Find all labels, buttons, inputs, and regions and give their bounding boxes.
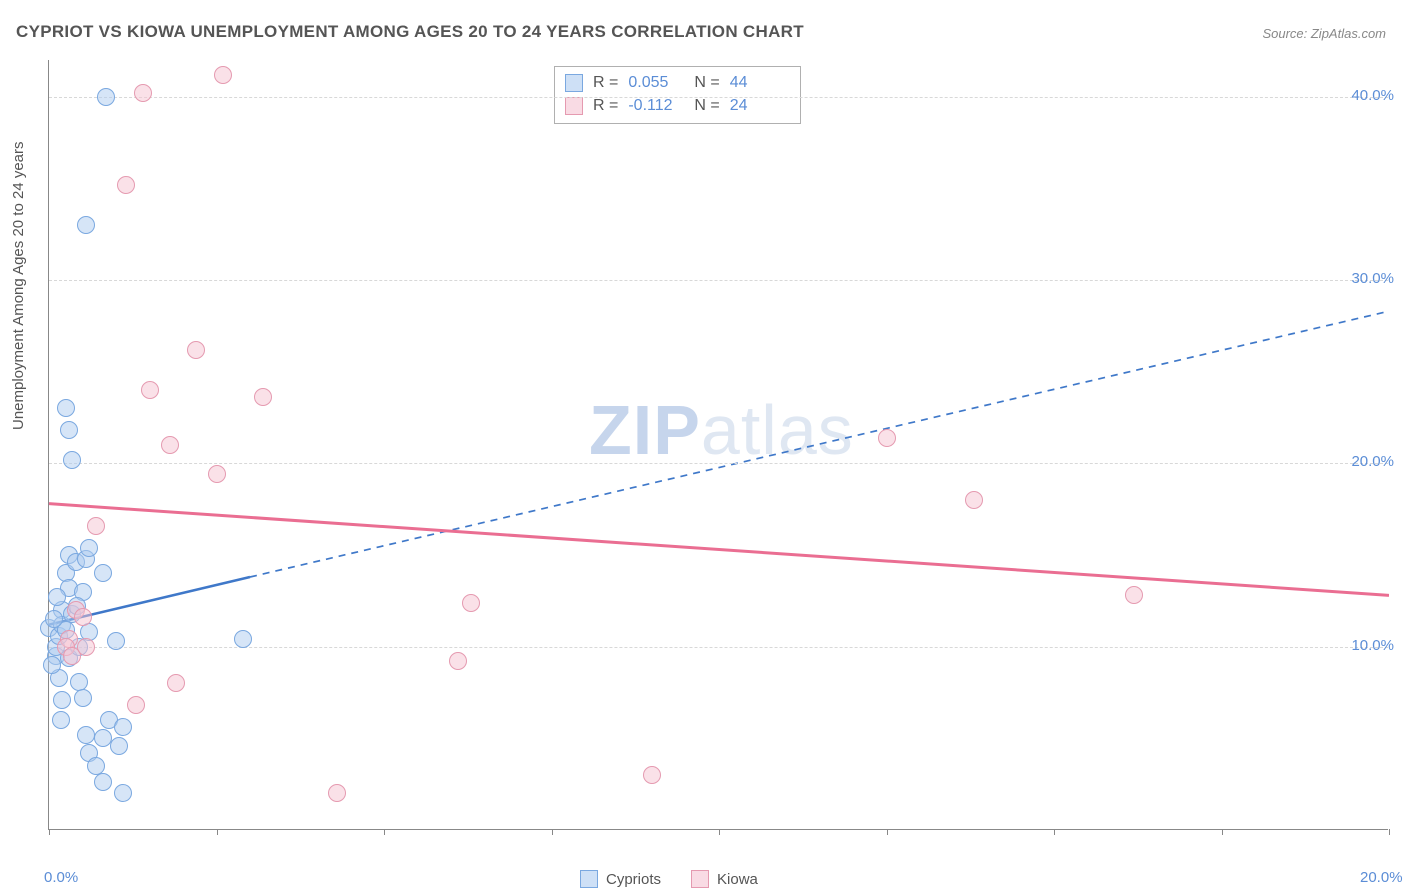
watermark: ZIPatlas [589, 390, 854, 470]
data-point [87, 757, 105, 775]
trend-lines [49, 60, 1389, 830]
source-label: Source: ZipAtlas.com [1262, 26, 1386, 41]
data-point [74, 608, 92, 626]
chart-title: CYPRIOT VS KIOWA UNEMPLOYMENT AMONG AGES… [16, 22, 804, 42]
x-tick [1389, 829, 1390, 835]
swatch-kiowa-icon [691, 870, 709, 888]
data-point [114, 784, 132, 802]
data-point [208, 465, 226, 483]
data-point [74, 689, 92, 707]
y-tick-label: 20.0% [1351, 453, 1394, 470]
stats-row-cypriots: R = 0.055 N = 44 [565, 71, 786, 94]
n-value-kiowa: 24 [730, 94, 786, 117]
swatch-cypriots [565, 74, 583, 92]
legend: Cypriots Kiowa [580, 870, 758, 888]
y-tick-label: 10.0% [1351, 637, 1394, 654]
data-point [63, 451, 81, 469]
x-tick [217, 829, 218, 835]
gridline [49, 647, 1388, 648]
data-point [254, 388, 272, 406]
gridline [49, 280, 1388, 281]
legend-label-kiowa: Kiowa [717, 871, 758, 888]
data-point [52, 711, 70, 729]
x-tick [384, 829, 385, 835]
data-point [53, 691, 71, 709]
data-point [57, 399, 75, 417]
data-point [110, 737, 128, 755]
r-value-kiowa: -0.112 [628, 94, 684, 117]
watermark-atlas: atlas [701, 391, 854, 469]
x-tick-label: 20.0% [1360, 869, 1403, 886]
data-point [141, 381, 159, 399]
data-point [214, 66, 232, 84]
stats-row-kiowa: R = -0.112 N = 24 [565, 94, 786, 117]
data-point [117, 176, 135, 194]
data-point [187, 341, 205, 359]
data-point [449, 652, 467, 670]
gridline [49, 463, 1388, 464]
data-point [97, 88, 115, 106]
gridline [49, 97, 1388, 98]
data-point [462, 594, 480, 612]
r-label: R = [593, 94, 618, 117]
data-point [878, 429, 896, 447]
data-point [77, 638, 95, 656]
data-point [43, 656, 61, 674]
data-point [127, 696, 145, 714]
x-tick [49, 829, 50, 835]
data-point [45, 610, 63, 628]
x-tick [552, 829, 553, 835]
x-tick-label: 0.0% [44, 869, 78, 886]
data-point [134, 84, 152, 102]
x-tick [1054, 829, 1055, 835]
swatch-cypriots-icon [580, 870, 598, 888]
x-tick [887, 829, 888, 835]
data-point [94, 773, 112, 791]
data-point [77, 726, 95, 744]
legend-label-cypriots: Cypriots [606, 871, 661, 888]
data-point [965, 491, 983, 509]
y-tick-label: 40.0% [1351, 87, 1394, 104]
swatch-kiowa [565, 97, 583, 115]
n-value-cypriots: 44 [730, 71, 786, 94]
data-point [60, 421, 78, 439]
y-tick-label: 30.0% [1351, 270, 1394, 287]
n-label: N = [694, 94, 719, 117]
x-tick [719, 829, 720, 835]
data-point [234, 630, 252, 648]
data-point [161, 436, 179, 454]
r-label: R = [593, 71, 618, 94]
data-point [94, 564, 112, 582]
legend-item-kiowa: Kiowa [691, 870, 758, 888]
plot-area: ZIPatlas R = 0.055 N = 44 R = -0.112 N =… [48, 60, 1388, 830]
data-point [167, 674, 185, 692]
data-point [1125, 586, 1143, 604]
data-point [48, 588, 66, 606]
chart-container: CYPRIOT VS KIOWA UNEMPLOYMENT AMONG AGES… [0, 0, 1406, 892]
data-point [77, 216, 95, 234]
data-point [643, 766, 661, 784]
watermark-zip: ZIP [589, 391, 701, 469]
data-point [94, 729, 112, 747]
data-point [328, 784, 346, 802]
stats-box: R = 0.055 N = 44 R = -0.112 N = 24 [554, 66, 801, 124]
r-value-cypriots: 0.055 [628, 71, 684, 94]
y-axis-label: Unemployment Among Ages 20 to 24 years [10, 141, 27, 430]
legend-item-cypriots: Cypriots [580, 870, 661, 888]
data-point [114, 718, 132, 736]
data-point [70, 673, 88, 691]
data-point [107, 632, 125, 650]
x-tick [1222, 829, 1223, 835]
data-point [87, 517, 105, 535]
n-label: N = [694, 71, 719, 94]
data-point [80, 539, 98, 557]
